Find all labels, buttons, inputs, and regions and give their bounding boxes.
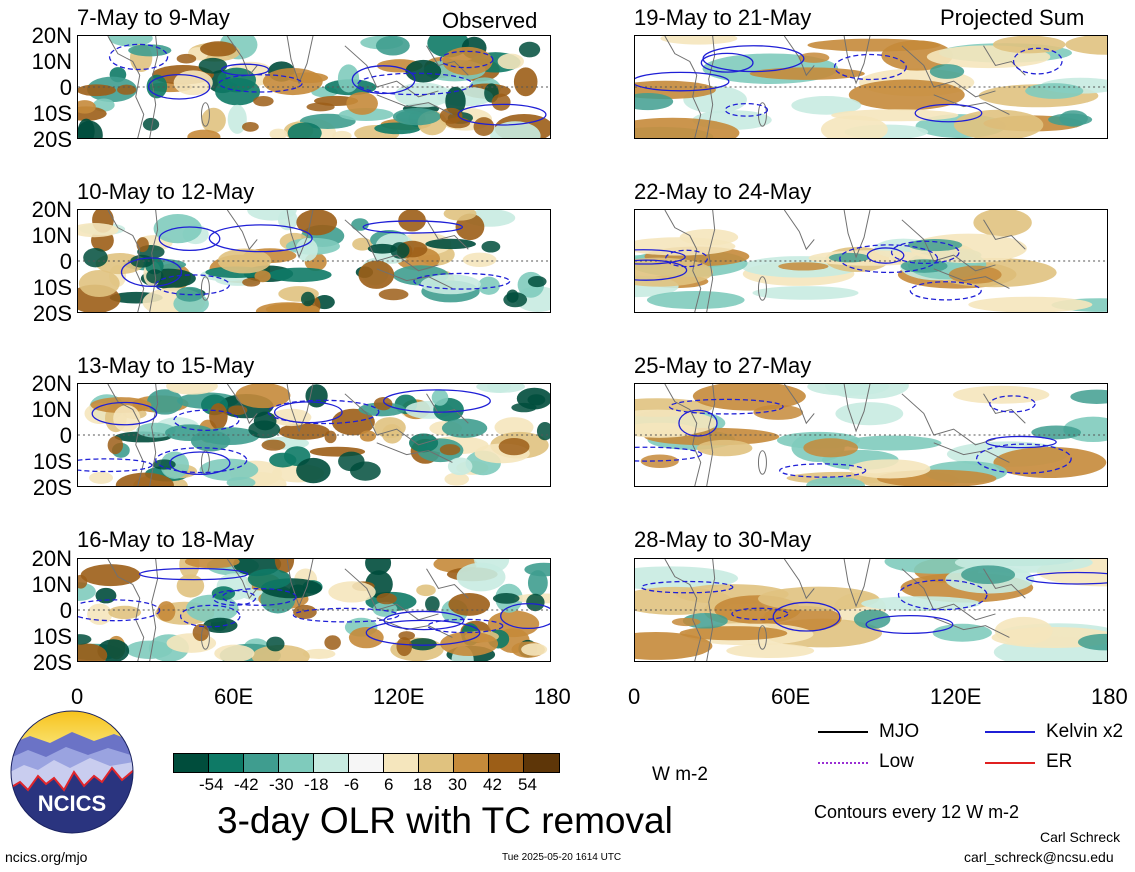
- colorbar-tick: -6: [344, 775, 360, 794]
- colorbar-tick: 42: [483, 775, 502, 794]
- ncics-logo: NCICS: [10, 710, 134, 834]
- lat-tick: 20S: [32, 650, 72, 675]
- map-panel-projected-3: [634, 383, 1108, 487]
- legend-label-low: Low: [879, 751, 914, 772]
- footer-email: carl_schreck@ncsu.edu: [964, 849, 1114, 865]
- footer-timestamp: Tue 2025-05-20 1614 UTC: [502, 852, 622, 863]
- projected-sum-label: Projected Sum: [940, 5, 1085, 30]
- lat-tick: 0: [59, 423, 72, 448]
- legend-swatch-er: [985, 762, 1035, 764]
- colorbar-tick: -30: [269, 775, 294, 794]
- panel-title-8: 28-May to 30-May: [634, 527, 812, 552]
- colorbar-swatch: [279, 754, 314, 772]
- panel-title-3: 10-May to 12-May: [77, 179, 255, 204]
- legend-label-er: ER: [1046, 751, 1073, 772]
- lon-tick: 120E: [373, 684, 425, 709]
- map-panel-projected-2: [634, 209, 1108, 313]
- lat-tick: 0: [59, 598, 72, 623]
- colorbar-tick: 54: [518, 775, 537, 794]
- lon-tick: 60E: [214, 684, 254, 709]
- lat-tick: 0: [59, 75, 72, 100]
- legend-swatch-mjo: [818, 731, 868, 733]
- colorbar-swatch: [419, 754, 454, 772]
- colorbar-swatch: [174, 754, 209, 772]
- colorbar-tick: -18: [304, 775, 329, 794]
- legend-swatch-low: [818, 762, 868, 764]
- footer-author: Carl Schreck: [1040, 829, 1121, 845]
- lat-tick: 20N: [31, 197, 72, 222]
- map-panel-observed-1: [77, 35, 551, 139]
- lon-tick: 120E: [930, 684, 982, 709]
- colorbar-tick: -42: [234, 775, 259, 794]
- panel-title-6: 25-May to 27-May: [634, 353, 812, 378]
- map-panel-projected-4: [634, 558, 1108, 662]
- lat-tick: 10S: [32, 449, 72, 474]
- lat-tick: 20S: [32, 475, 72, 500]
- lat-tick: 10N: [31, 49, 72, 74]
- lon-tick: 180: [534, 684, 571, 709]
- colorbar-swatch: [489, 754, 524, 772]
- colorbar-swatch: [244, 754, 279, 772]
- colorbar-units: W m-2: [652, 764, 708, 785]
- panel-title-2: 19-May to 21-May: [634, 5, 812, 30]
- panel-title-4: 22-May to 24-May: [634, 179, 812, 204]
- legend-label-mjo: MJO: [879, 721, 920, 742]
- logo-text: NCICS: [38, 791, 106, 816]
- contours-note: Contours every 12 W m-2: [814, 802, 1020, 822]
- lat-tick: 10S: [32, 101, 72, 126]
- colorbar-swatch: [314, 754, 349, 772]
- colorbar-swatch: [524, 754, 559, 772]
- lat-tick: 10S: [32, 624, 72, 649]
- legend-label-kelvin: Kelvin x2: [1046, 721, 1124, 742]
- lat-tick: 10N: [31, 223, 72, 248]
- footer-url: ncics.org/mjo: [5, 849, 88, 865]
- observed-label: Observed: [442, 8, 538, 33]
- lat-tick: 20N: [31, 546, 72, 571]
- lat-tick: 20N: [31, 371, 72, 396]
- map-panel-observed-3: [77, 383, 551, 487]
- panel-title-1: 7-May to 9-May: [77, 5, 230, 30]
- colorbar: [173, 753, 560, 773]
- lat-tick: 20S: [32, 301, 72, 326]
- colorbar-tick: 18: [413, 775, 432, 794]
- colorbar-tick: 30: [448, 775, 467, 794]
- lat-tick: 20S: [32, 127, 72, 152]
- colorbar-swatch: [349, 754, 384, 772]
- lon-tick: 0: [628, 684, 641, 709]
- legend-swatch-kelvin: [985, 731, 1035, 733]
- lat-tick: 10N: [31, 572, 72, 597]
- map-panel-observed-2: [77, 209, 551, 313]
- colorbar-swatch: [209, 754, 244, 772]
- lat-tick: 10N: [31, 397, 72, 422]
- main-title: 3-day OLR with TC removal: [217, 800, 673, 841]
- colorbar-tick: 6: [384, 775, 394, 794]
- lat-tick: 0: [59, 249, 72, 274]
- lon-tick: 180: [1091, 684, 1128, 709]
- colorbar-swatch: [384, 754, 419, 772]
- colorbar-tick: -54: [199, 775, 224, 794]
- lat-tick: 10S: [32, 275, 72, 300]
- panel-title-7: 16-May to 18-May: [77, 527, 255, 552]
- map-panel-observed-4: [77, 558, 551, 662]
- lon-tick: 0: [71, 684, 84, 709]
- panel-title-5: 13-May to 15-May: [77, 353, 255, 378]
- map-panel-projected-1: [634, 35, 1108, 139]
- lon-tick: 60E: [771, 684, 811, 709]
- colorbar-swatch: [454, 754, 489, 772]
- lat-tick: 20N: [31, 23, 72, 48]
